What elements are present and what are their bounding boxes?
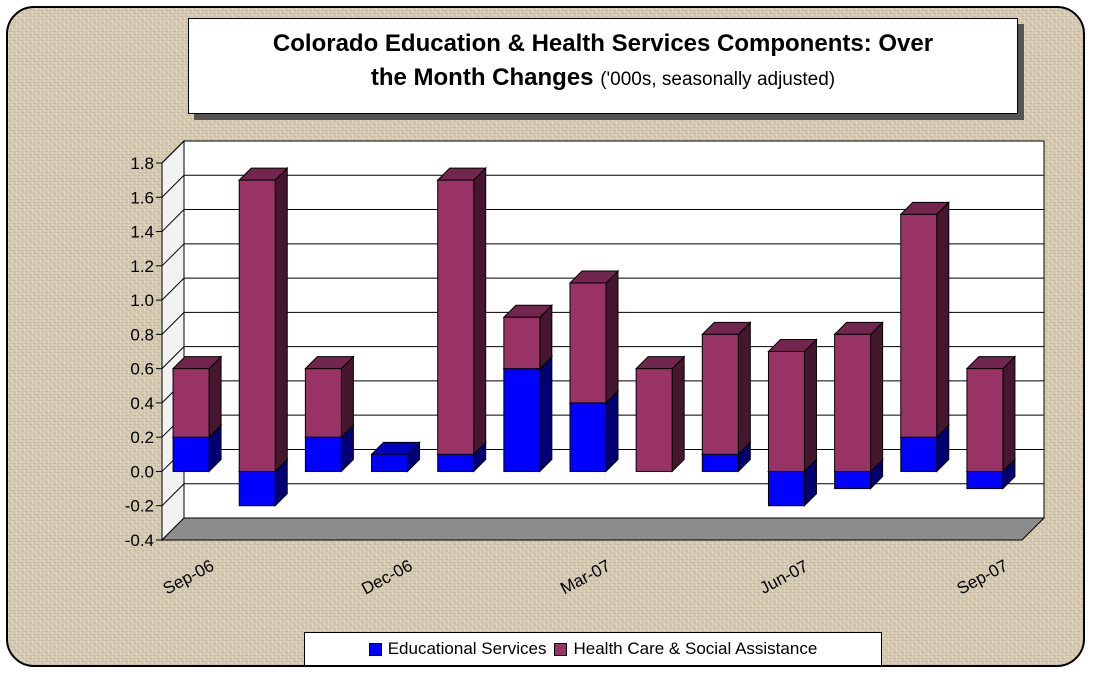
chart-title-line1: Colorado Education & Health Services Com…	[272, 30, 934, 57]
bar-educational-services	[437, 453, 475, 472]
gridline	[161, 483, 1044, 507]
bar-health-care-side	[803, 338, 817, 473]
chart-title-box: Colorado Education & Health Services Com…	[188, 18, 1018, 114]
bar-health-care	[966, 368, 1004, 472]
y-tick-label: 0.0	[130, 462, 154, 481]
y-tick-label: -0.4	[125, 531, 154, 550]
bar-health-care-side	[671, 355, 685, 473]
gridline	[161, 140, 1044, 164]
y-tick-label: 0.2	[130, 428, 154, 447]
chart-subtitle: ('000s, seasonally adjusted)	[600, 69, 836, 90]
y-tick-label: 0.8	[130, 325, 154, 344]
bar-educational-services	[304, 436, 342, 472]
x-tick-label: Mar-07	[557, 556, 613, 598]
bar-health-care-side	[274, 166, 288, 473]
bar-health-care-side	[208, 355, 222, 439]
legend-swatch-educational-services	[368, 642, 382, 656]
legend-item-educational-services: Educational Services	[368, 639, 547, 659]
bar-educational-services	[371, 453, 409, 472]
bar-educational-services	[767, 470, 805, 507]
x-tick-label: Sep-06	[160, 556, 217, 599]
gridline	[161, 277, 1044, 301]
legend-swatch-health-care	[554, 642, 568, 656]
y-tick-label: 1.8	[130, 154, 154, 173]
bar-health-care	[503, 316, 541, 370]
bar-health-care	[635, 368, 673, 472]
y-tick-label: 1.6	[130, 188, 154, 207]
bar-educational-services-side	[605, 389, 619, 473]
x-tick-label: Jun-07	[756, 557, 811, 598]
bar-health-care	[767, 351, 805, 472]
legend-label-educational-services: Educational Services	[387, 639, 547, 658]
y-tick-label: 0.6	[130, 360, 154, 379]
bar-health-care-side	[737, 321, 751, 456]
chart-title-line2: the Month Changes ('000s, seasonally adj…	[370, 64, 836, 91]
bar-educational-services	[503, 368, 541, 472]
bar-health-care-side	[870, 321, 884, 473]
plot-floor	[160, 517, 1046, 541]
gridline	[161, 346, 1044, 369]
y-tick-label: 0.4	[130, 394, 154, 413]
bar-educational-services	[834, 470, 872, 490]
bar-health-care	[900, 213, 938, 438]
gridline	[161, 174, 1044, 198]
y-tick-label: 1.4	[130, 223, 154, 242]
x-tick-label: Sep-07	[954, 556, 1011, 599]
plot-side-wall	[161, 139, 185, 542]
bar-health-care	[304, 368, 342, 438]
bar-health-care-side	[936, 201, 950, 439]
bar-educational-services	[172, 436, 210, 472]
bar-health-care	[437, 179, 475, 455]
bar-health-care-side	[340, 355, 354, 439]
x-tick-label: Dec-06	[358, 556, 415, 599]
bar-health-care-side	[605, 269, 619, 405]
gridline	[161, 243, 1044, 267]
y-tick-label: 1.2	[130, 257, 154, 276]
bar-educational-services	[238, 470, 276, 507]
bar-educational-services	[966, 470, 1004, 490]
gridline	[161, 209, 1044, 232]
legend-label-health-care: Health Care & Social Assistance	[573, 639, 818, 658]
legend-item-health-care: Health Care & Social Assistance	[554, 639, 817, 659]
gridline	[161, 311, 1044, 335]
bar-educational-services	[701, 453, 739, 472]
bar-health-care	[834, 333, 872, 472]
bar-health-care-side	[473, 166, 487, 456]
bar-health-care	[172, 368, 210, 438]
y-tick-label: -0.2	[125, 497, 154, 516]
bar-educational-services-side	[539, 355, 553, 473]
bar-health-care	[569, 282, 607, 404]
legend: Educational Services Health Care & Socia…	[304, 632, 882, 666]
bar-health-care	[238, 179, 276, 472]
bar-educational-services	[569, 402, 607, 472]
y-tick-label: 1.0	[130, 291, 154, 310]
bar-health-care-side	[1002, 355, 1016, 473]
bar-health-care	[701, 333, 739, 455]
bar-educational-services	[900, 436, 938, 472]
